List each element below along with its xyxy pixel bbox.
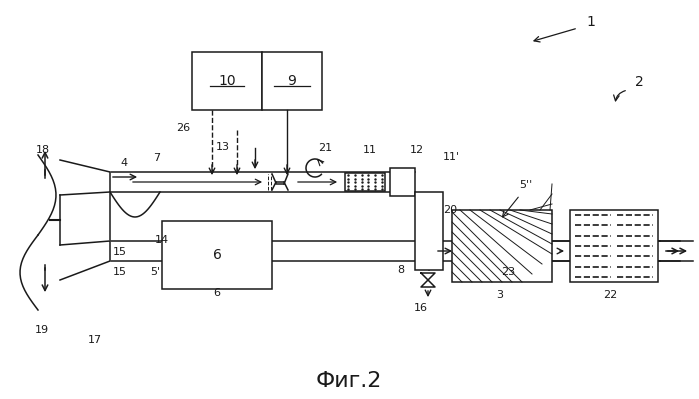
Text: 16: 16 (414, 303, 428, 313)
Text: 15: 15 (113, 247, 127, 257)
Text: 5'': 5'' (519, 180, 532, 190)
Text: 17: 17 (88, 335, 102, 345)
Text: 14: 14 (155, 235, 169, 245)
Bar (415, 192, 443, 270)
Text: Фиг.2: Фиг.2 (316, 371, 382, 391)
Bar (162, 221, 272, 289)
Text: 6: 6 (212, 248, 222, 262)
Text: 12: 12 (410, 145, 424, 155)
Bar (262, 52, 322, 110)
Text: 19: 19 (35, 325, 49, 335)
Bar (570, 210, 658, 282)
Text: 1: 1 (586, 15, 595, 29)
Text: 13: 13 (216, 142, 230, 152)
Text: 7: 7 (153, 153, 160, 163)
Text: 26: 26 (176, 123, 190, 133)
Text: 18: 18 (36, 145, 50, 155)
Polygon shape (60, 160, 110, 195)
Text: 23: 23 (501, 267, 515, 277)
Text: 4: 4 (120, 158, 127, 168)
Text: 11: 11 (363, 145, 377, 155)
Text: 10: 10 (218, 74, 236, 88)
Text: 3: 3 (496, 290, 503, 300)
Text: 22: 22 (603, 290, 617, 300)
Text: 8: 8 (397, 265, 404, 275)
Text: 11': 11' (443, 152, 460, 162)
Text: 20: 20 (443, 205, 457, 215)
Bar (452, 210, 552, 282)
Text: 15: 15 (113, 267, 127, 277)
Text: 21: 21 (318, 143, 332, 153)
Text: 9: 9 (287, 74, 296, 88)
Bar (192, 52, 262, 110)
Polygon shape (60, 241, 110, 280)
Bar (345, 173, 385, 191)
Text: 6: 6 (213, 288, 220, 298)
Text: 2: 2 (635, 75, 644, 89)
Text: 5': 5' (150, 267, 160, 277)
Bar (390, 168, 415, 196)
